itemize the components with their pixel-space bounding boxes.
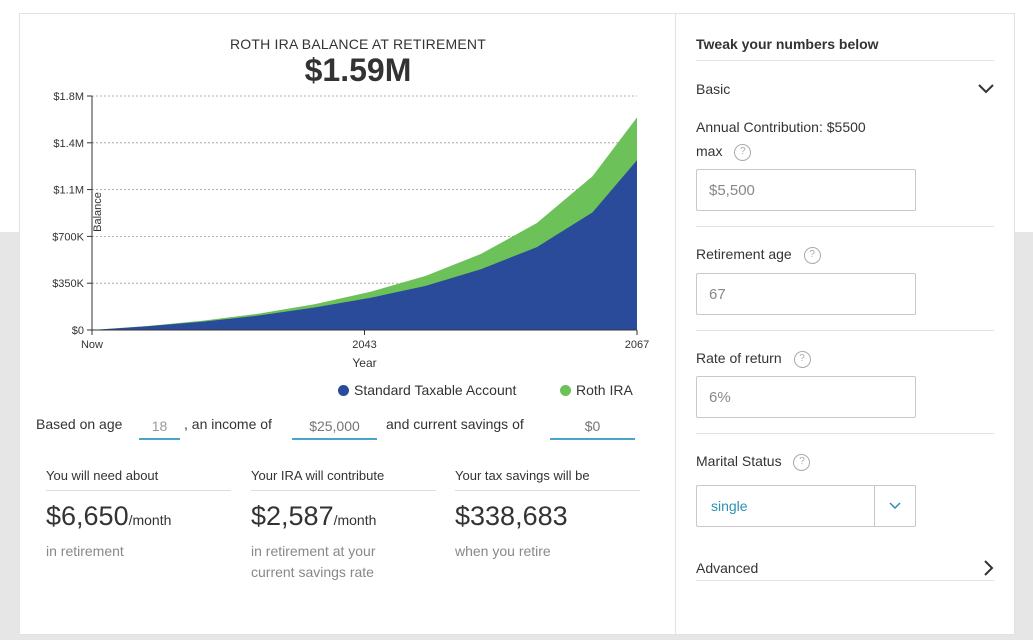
y-axis-label: Balance <box>92 192 104 232</box>
savings-text: and current savings of <box>386 416 524 432</box>
return-label-text: Rate of return <box>696 350 782 366</box>
stat-ira-amount: $2,587 <box>251 501 334 531</box>
basic-section-toggle[interactable]: Basic <box>696 78 994 100</box>
y-tick-label: $0 <box>72 325 84 337</box>
marital-label: Marital Status ? <box>696 449 811 473</box>
advanced-label: Advanced <box>696 560 759 576</box>
y-tick-label: $1.1M <box>53 185 84 197</box>
x-tick-label: 2067 <box>625 339 649 351</box>
retirement-age-input[interactable] <box>696 273 916 315</box>
y-tick-label: $1.8M <box>53 91 84 103</box>
y-tick-label: $700K <box>52 231 84 243</box>
marital-help-icon[interactable]: ? <box>793 453 811 471</box>
area-taxable <box>92 160 637 330</box>
panel-divider-4 <box>696 433 994 434</box>
marital-status-select[interactable]: single <box>696 485 916 527</box>
panel-divider-3 <box>696 330 994 331</box>
contribution-help-icon[interactable]: ? <box>734 143 752 161</box>
contribution-input[interactable] <box>696 169 916 211</box>
x-tick-label: Now <box>81 339 103 351</box>
stat-tax: Your tax savings will be $338,683 when y… <box>455 468 640 562</box>
marital-status-value: single <box>711 498 748 514</box>
panel-divider-5 <box>696 580 994 581</box>
balance-headline: $1.59M <box>304 52 412 88</box>
legend-taxable-swatch <box>338 384 349 396</box>
stat-need-value: $6,650/month <box>46 501 231 532</box>
panel-divider-2 <box>696 226 994 227</box>
x-axis-label: Year <box>352 356 376 370</box>
stat-need-sub: in retirement <box>46 543 124 559</box>
contribution-label-text: Annual Contribution: $5500 max <box>696 119 866 159</box>
stat-ira-sub: in retirement at your current savings ra… <box>251 543 376 580</box>
legend-roth: Roth IRA <box>560 382 633 398</box>
savings-input[interactable] <box>550 414 635 440</box>
stat-ira-label: Your IRA will contribute <box>251 468 436 491</box>
stat-tax-label: Your tax savings will be <box>455 468 640 491</box>
panel-divider <box>675 13 676 635</box>
basic-label: Basic <box>696 81 731 97</box>
age-input[interactable] <box>139 414 180 440</box>
stat-ira-value: $2,587/month <box>251 501 436 532</box>
income-text: , an income of <box>184 416 272 432</box>
retirement-label-text: Retirement age <box>696 246 792 262</box>
retirement-label: Retirement age ? <box>696 242 821 266</box>
stat-tax-value: $338,683 <box>455 501 640 532</box>
stat-ira: Your IRA will contribute $2,587/month in… <box>251 468 436 583</box>
stat-need-unit: /month <box>128 512 172 528</box>
stat-need-label: You will need about <box>46 468 231 491</box>
chevron-right-icon <box>984 560 994 576</box>
legend-roth-swatch <box>560 384 571 396</box>
return-help-icon[interactable]: ? <box>793 350 811 368</box>
chart-title: ROTH IRA BALANCE AT RETIREMENT <box>230 36 486 52</box>
stat-tax-sub: when you retire <box>455 543 551 559</box>
contribution-label: Annual Contribution: $5500 max ? <box>696 115 896 163</box>
legend-taxable-label: Standard Taxable Account <box>354 382 517 398</box>
stat-need-amount: $6,650 <box>46 501 129 531</box>
x-tick-label: 2043 <box>352 339 376 351</box>
y-tick-label: $1.4M <box>53 138 84 150</box>
chevron-down-icon <box>889 502 901 510</box>
y-tick-label: $350K <box>52 278 84 290</box>
panel-heading: Tweak your numbers below <box>696 36 879 52</box>
chevron-down-icon <box>978 84 994 94</box>
return-label: Rate of return ? <box>696 346 811 370</box>
retirement-help-icon[interactable]: ? <box>803 246 821 264</box>
stat-need: You will need about $6,650/month in reti… <box>46 468 231 562</box>
panel-divider-1 <box>696 60 994 61</box>
stat-tax-amount: $338,683 <box>455 501 568 531</box>
rate-of-return-input[interactable] <box>696 376 916 418</box>
legend-taxable: Standard Taxable Account <box>338 382 516 398</box>
advanced-section-toggle[interactable]: Advanced <box>696 557 994 579</box>
based-on-text: Based on age <box>36 416 123 432</box>
select-arrow[interactable] <box>874 486 915 526</box>
income-input[interactable] <box>292 414 377 440</box>
balance-chart: $0 $350K $700K $1.1M $1.4M $1.8M Now 2043 2067 Ye… <box>52 91 649 370</box>
stat-ira-unit: /month <box>333 512 377 528</box>
marital-label-text: Marital Status <box>696 453 782 469</box>
legend-roth-label: Roth IRA <box>576 382 633 398</box>
